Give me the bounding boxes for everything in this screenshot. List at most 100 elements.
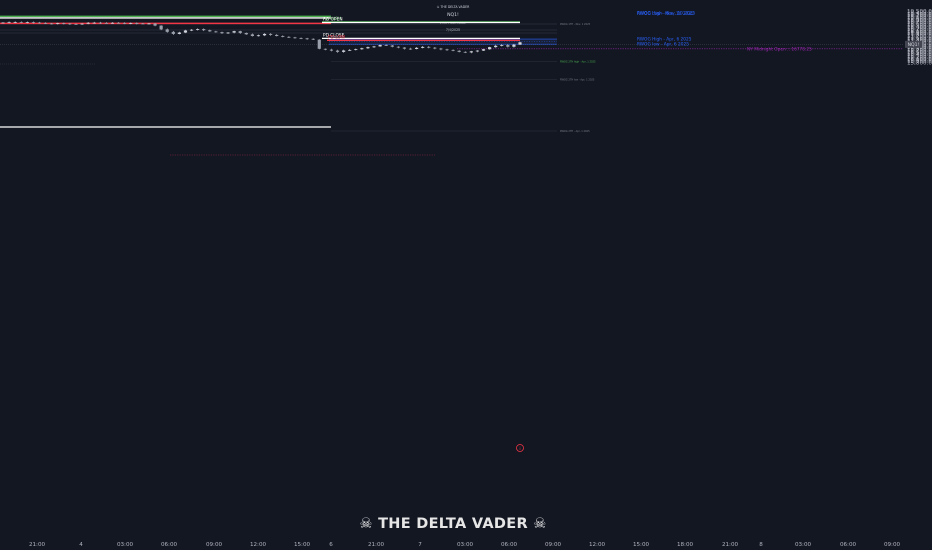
candle-body	[354, 49, 358, 51]
candle-body	[287, 36, 291, 38]
candle-body	[415, 47, 419, 49]
tiny-label: RWOG 1TH - Nov, 1 2025	[560, 23, 591, 26]
candle-body	[311, 38, 315, 40]
candle-body	[13, 22, 17, 23]
candle-body	[475, 50, 480, 52]
candle-body	[402, 47, 407, 49]
candle-body	[171, 31, 175, 34]
candle-body	[153, 23, 157, 26]
candle-body	[269, 33, 273, 35]
level-label: RD OPEN	[323, 17, 343, 23]
candle-body	[37, 22, 42, 24]
candle-body	[220, 32, 224, 34]
svg-text:i: i	[519, 446, 520, 452]
symbol-title: NQ1!	[447, 12, 459, 18]
candle-body	[19, 22, 23, 23]
price-tick-label: 16,100.00	[907, 56, 932, 62]
right-level-label: RWOG Low - Nov, 10 2025	[637, 11, 694, 17]
right-level-label: RWOG low - Apr, 6 2025	[637, 42, 689, 48]
candle-body	[445, 49, 449, 51]
time-axis[interactable]: 21:00 4 03:00 06:00 09:00 12:00 15:00 6 21:00 7 03…	[29, 542, 901, 548]
candle-body	[396, 46, 400, 48]
candle-body	[323, 48, 327, 50]
time-tick-label: 03:00	[795, 542, 812, 548]
candle-body	[512, 44, 516, 47]
candle-body	[183, 30, 188, 33]
candle-body	[202, 29, 206, 31]
candle-body	[427, 46, 431, 48]
time-tick-label: 06:00	[161, 542, 178, 548]
price-tick-label: 19,200.00	[907, 13, 932, 19]
candle-body	[390, 45, 394, 47]
level-label: PD HIGH	[323, 16, 341, 22]
candle-body	[104, 22, 108, 24]
price-tick-label: 19,000.00	[907, 16, 932, 22]
price-tick-label: 17,500.00	[907, 37, 932, 43]
right-level-label: NY Midnight Open :: 16778.25	[747, 46, 812, 52]
candle-body	[62, 23, 66, 25]
candle-body	[238, 31, 242, 33]
candle-body	[360, 48, 364, 50]
candle-body	[281, 36, 285, 37]
candle-body	[256, 35, 261, 37]
candle-body	[189, 29, 194, 31]
info-icon[interactable]: i	[516, 444, 524, 453]
candle-body	[1, 22, 5, 24]
candle-body	[141, 23, 145, 25]
rwog-zone	[329, 39, 557, 45]
candle-body	[494, 45, 498, 48]
candle-body	[500, 45, 504, 46]
price-tick-label: 18,900.00	[907, 17, 932, 23]
candles-layer	[1, 21, 522, 54]
candle-body	[214, 31, 218, 33]
price-tick-label: 17,800.00	[907, 33, 932, 39]
current-price-symbol: NQ1!	[908, 42, 920, 48]
price-axis-bg	[903, 0, 932, 538]
time-tick-label: 09:00	[206, 542, 223, 548]
price-tick-label: 16,000.00	[907, 58, 932, 64]
candle-body	[481, 49, 486, 51]
candle-body	[116, 22, 121, 24]
price-tick-label: 17,900.00	[907, 31, 932, 37]
price-tick-label: 16,400.00	[907, 52, 932, 58]
tiny-label: RWOG 2TH high - Apr, 1 2025	[560, 61, 596, 64]
candle-body	[457, 50, 461, 52]
price-tick-label: 19,300.00	[907, 12, 932, 18]
price-tick-label: 17,600.00	[907, 35, 932, 41]
candle-body	[123, 22, 127, 24]
candle-body	[299, 37, 303, 39]
candle-body	[384, 45, 388, 46]
candle-body	[408, 48, 413, 50]
time-tick-label: 21:00	[722, 542, 739, 548]
candle-body	[25, 22, 29, 23]
price-tick-label: 15,800.00	[907, 60, 932, 66]
time-tick-label: 09:00	[545, 542, 562, 548]
tiny-label: RWOG 2TH - Apr, 1 2025	[560, 130, 590, 133]
candle-body	[98, 22, 102, 24]
time-tick-label: 15:00	[294, 542, 311, 548]
candle-body	[196, 29, 200, 30]
price-tick-label: 18,200.00	[907, 27, 932, 33]
time-tick-label: 8	[759, 542, 763, 548]
candle-body	[232, 31, 236, 33]
candle-body	[329, 49, 334, 51]
right-level-label: RWOG High - Nov, 10 2025	[637, 11, 695, 17]
candle-body	[348, 49, 352, 51]
price-tick-label: 19,100.00	[907, 15, 932, 21]
candle-body	[226, 32, 230, 34]
time-tick-label: 18:00	[677, 542, 694, 548]
price-tick-label: 19,400.00	[907, 10, 932, 16]
candle-body	[487, 47, 492, 50]
candle-body	[506, 45, 510, 47]
candle-body	[92, 22, 96, 24]
price-tick-label: 16,600.00	[907, 49, 932, 55]
price-axis[interactable]: 15,800.0015,900.0016,000.0016,100.0016,2…	[903, 0, 932, 538]
price-tick-label: 16,800.00	[907, 47, 932, 53]
candle-body	[433, 47, 437, 49]
candle-body	[129, 23, 133, 24]
watermark: ☠ THE DELTA VADER ☠	[359, 516, 546, 532]
candle-body	[451, 49, 455, 51]
price-tick-label: 16,500.00	[907, 51, 932, 57]
price-tick-label: 19,500.00	[907, 9, 932, 15]
